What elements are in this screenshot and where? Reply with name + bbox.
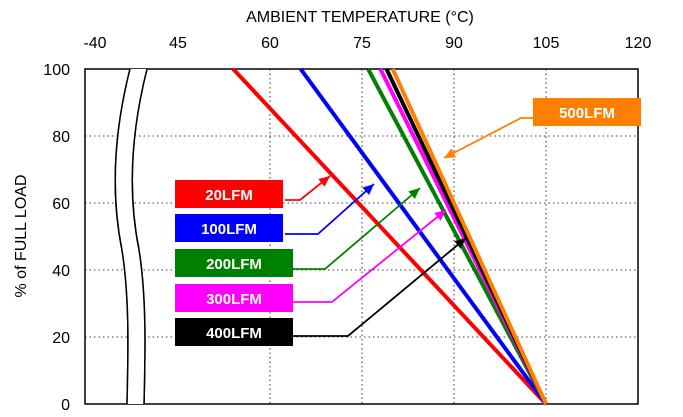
leader-line <box>293 209 447 303</box>
x-tick-label: -40 <box>83 35 106 52</box>
callout-200lfm: 200LFM <box>175 187 421 277</box>
callout-100lfm: 100LFM <box>175 183 375 242</box>
series-line-500lfm <box>390 68 548 405</box>
series-line-100lfm <box>299 67 548 406</box>
x-tick-label: 75 <box>353 35 371 52</box>
x-tick-labels: -40 45 60 75 90 105 120 <box>83 35 651 52</box>
x-tick-label: 120 <box>625 35 652 52</box>
y-tick-label: 0 <box>61 397 70 414</box>
axis-break <box>114 68 148 405</box>
callout-300lfm: 300LFM <box>175 209 447 312</box>
series-line-20lfm <box>231 67 548 406</box>
x-tick-label: 60 <box>261 35 279 52</box>
leader-line <box>293 187 421 270</box>
leader-line <box>285 175 331 201</box>
series-lines <box>231 67 548 406</box>
callout-box <box>175 318 293 346</box>
series-label: 100LFM <box>201 221 257 238</box>
y-tick-label: 20 <box>52 330 70 347</box>
series-callouts: 20LFM 100LFM 200LFM 300LFM 400LFM 500LFM <box>175 98 641 346</box>
callout-500lfm: 500LFM <box>443 98 641 159</box>
series-label: 400LFM <box>206 325 262 342</box>
series-label: 500LFM <box>559 105 615 122</box>
y-tick-label: 60 <box>52 196 70 213</box>
y-tick-label: 40 <box>52 263 70 280</box>
callout-box <box>175 284 293 312</box>
series-label: 200LFM <box>206 256 262 273</box>
x-tick-label: 105 <box>533 35 560 52</box>
arrowhead <box>408 188 420 199</box>
callout-box <box>175 214 283 242</box>
arrowhead <box>318 176 330 187</box>
arrowhead <box>454 238 466 249</box>
series-label: 300LFM <box>206 291 262 308</box>
y-tick-label: 80 <box>52 129 70 146</box>
arrowhead <box>434 210 446 221</box>
y-tick-labels: 0 20 40 60 80 100 <box>43 62 70 414</box>
callout-400lfm: 400LFM <box>175 237 467 346</box>
callout-box <box>533 98 641 126</box>
y-tick-label: 100 <box>43 62 70 79</box>
callout-20lfm: 20LFM <box>175 175 331 208</box>
leader-line <box>443 117 533 159</box>
callout-box <box>175 249 293 277</box>
series-label: 20LFM <box>205 187 253 204</box>
x-tick-label: 90 <box>445 35 463 52</box>
arrowhead <box>362 184 374 196</box>
callout-box <box>175 180 283 208</box>
leader-line <box>285 183 375 235</box>
y-axis-title: % of FULL LOAD <box>13 174 30 297</box>
x-tick-label: 45 <box>169 35 187 52</box>
arrowhead <box>444 148 457 158</box>
x-axis-title: AMBIENT TEMPERATURE (°C) <box>246 9 474 26</box>
leader-line <box>293 237 467 337</box>
